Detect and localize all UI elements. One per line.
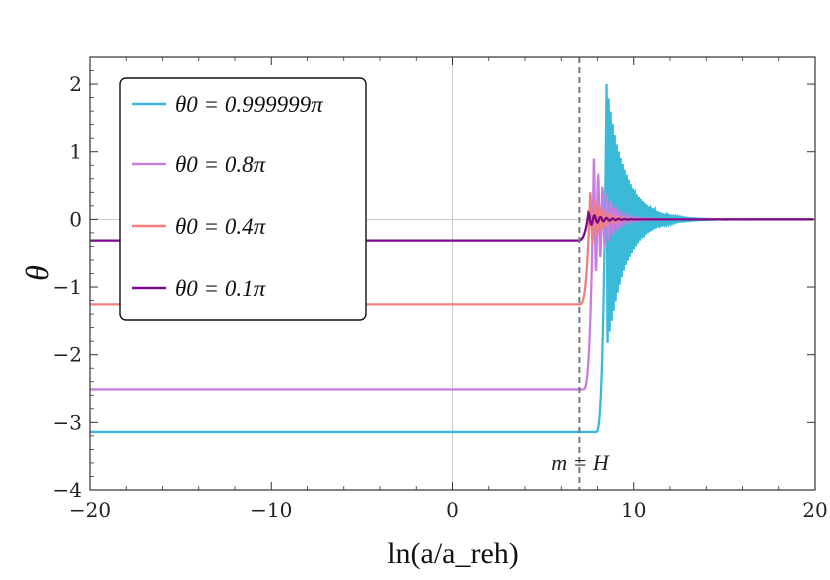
legend-label-2: θ0 = 0.8π: [175, 152, 267, 177]
y-tick-label: −4: [53, 478, 82, 502]
x-tick-label: 10: [621, 498, 646, 522]
legend-label-3: θ0 = 0.4π: [175, 214, 267, 239]
legend-label-4: θ0 = 0.1π: [175, 276, 267, 301]
y-tick-label: −2: [53, 343, 82, 367]
x-tick-label: −10: [250, 498, 292, 522]
legend-label-1: θ0 = 0.999999π: [175, 92, 324, 117]
x-tick-label: 20: [802, 498, 827, 522]
x-tick-label: −20: [69, 498, 111, 522]
x-axis-label: ln(a/a_reh): [387, 537, 519, 570]
x-tick-label: 0: [446, 498, 459, 522]
y-tick-label: 0: [69, 207, 82, 231]
y-axis-label: θ: [19, 265, 55, 281]
series-lines: [90, 84, 814, 434]
legend-box: [119, 77, 367, 321]
y-tick-label: 1: [69, 140, 82, 164]
annotation-m-equals-h: m = H: [551, 450, 610, 475]
y-tick-label: −3: [53, 410, 82, 434]
legend: θ0 = 0.999999π θ0 = 0.8π θ0 = 0.4π θ0 = …: [119, 77, 367, 321]
y-tick-label: 2: [69, 72, 82, 96]
y-tick-label: −1: [53, 275, 82, 299]
series-line-4: [90, 209, 814, 242]
